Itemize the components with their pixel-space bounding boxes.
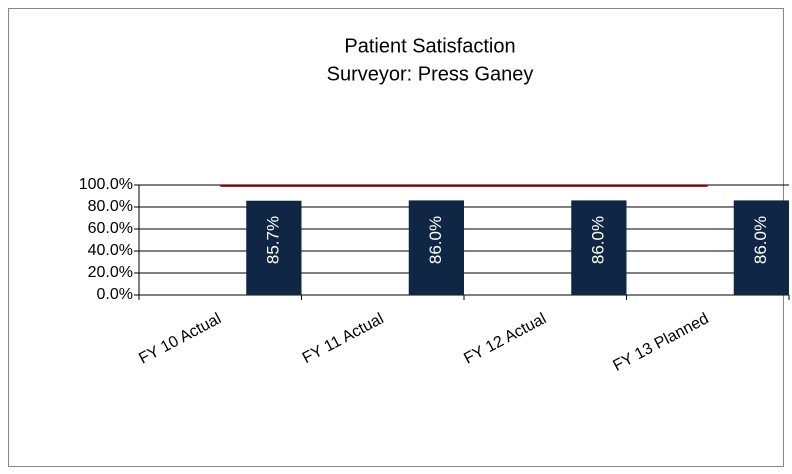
y-tick-label: 80.0% [88,198,133,215]
bar [571,200,627,295]
y-tick-label: 100.0% [79,176,133,193]
chart-border [8,8,784,467]
y-tick-label: 0.0% [97,286,133,303]
bar [733,200,789,295]
chart-subtitle: Surveyor: Press Ganey [327,63,534,85]
y-tick-label: 40.0% [88,242,133,259]
bar [246,200,302,295]
bar [408,200,464,295]
y-tick-label: 20.0% [88,264,133,281]
y-tick-label: 60.0% [88,220,133,237]
data-label: 86.0% [426,216,445,264]
chart-title: Patient Satisfaction [344,35,515,57]
data-label: 85.7% [263,216,282,264]
data-label: 86.0% [751,216,770,264]
data-label: 86.0% [588,216,607,264]
